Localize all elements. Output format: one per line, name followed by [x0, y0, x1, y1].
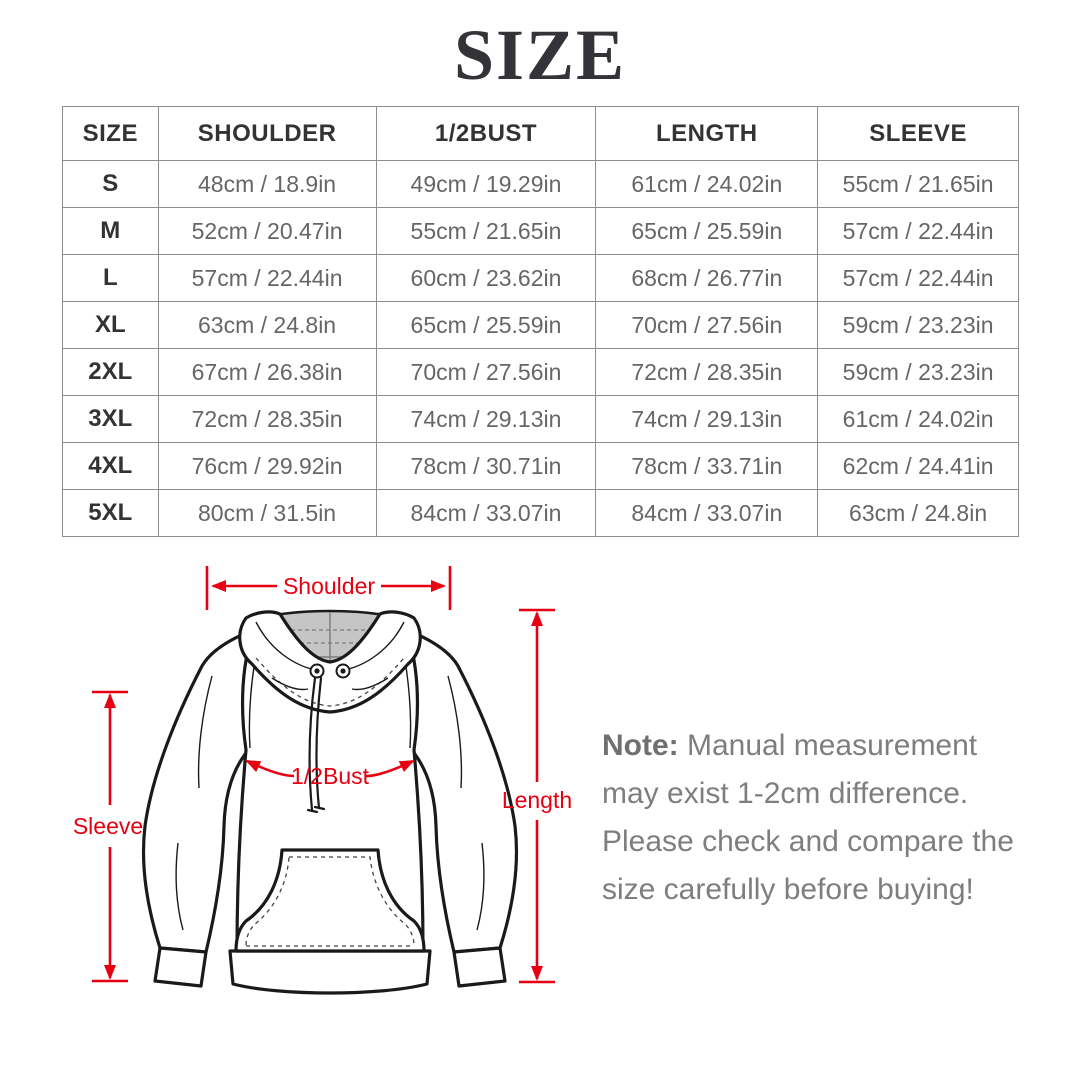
sleeve-arrow-label: Sleeve: [73, 813, 143, 839]
note-body: Manual measurement may exist 1-2cm diffe…: [602, 729, 1014, 906]
header-shoulder: SHOULDER: [157, 106, 377, 161]
cell-shoulder: 52cm / 20.47in: [157, 207, 377, 255]
cell-size: XL: [62, 301, 159, 349]
drawstring: [315, 676, 323, 810]
cell-sleeve: 55cm / 21.65in: [817, 160, 1019, 208]
left-cuff: [153, 946, 208, 988]
cell-length: 74cm / 29.13in: [595, 395, 819, 443]
cell-shoulder: 63cm / 24.8in: [157, 301, 377, 349]
header-size: SIZE: [62, 106, 159, 161]
cell-sleeve: 61cm / 24.02in: [817, 395, 1019, 443]
cell-length: 61cm / 24.02in: [595, 160, 819, 208]
cell-size: L: [62, 254, 159, 302]
table-row: 3XL 72cm / 28.35in 74cm / 29.13in 74cm /…: [62, 395, 1019, 443]
table-row: S 48cm / 18.9in 49cm / 19.29in 61cm / 24…: [62, 160, 1019, 208]
table-row: M 52cm / 20.47in 55cm / 21.65in 65cm / 2…: [62, 207, 1019, 255]
shoulder-arrow-label: Shoulder: [283, 573, 375, 599]
collar-drape-line: [271, 677, 309, 691]
cell-size: S: [62, 160, 159, 208]
left-sleeve-crease: [175, 842, 184, 931]
cell-bust: 84cm / 33.07in: [375, 489, 597, 537]
sleeve-arrow: [92, 690, 128, 983]
size-table: SIZE SHOULDER 1/2BUST LENGTH SLEEVE S 48…: [62, 106, 1019, 537]
collar-drape-line: [351, 677, 389, 691]
cell-bust: 70cm / 27.56in: [375, 348, 597, 396]
cell-sleeve: 59cm / 23.23in: [817, 348, 1019, 396]
cell-bust: 55cm / 21.65in: [375, 207, 597, 255]
collar-fold-line: [343, 621, 405, 671]
cell-size: 2XL: [62, 348, 159, 396]
grommet: [314, 668, 320, 674]
table-row: L 57cm / 22.44in 60cm / 23.62in 68cm / 2…: [62, 254, 1019, 302]
right-sleeve-crease: [476, 842, 485, 931]
length-arrow-label: Length: [502, 787, 572, 813]
cell-length: 78cm / 33.71in: [595, 442, 819, 490]
cell-sleeve: 63cm / 24.8in: [817, 489, 1019, 537]
cell-length: 68cm / 26.77in: [595, 254, 819, 302]
cell-shoulder: 80cm / 31.5in: [157, 489, 377, 537]
cell-bust: 78cm / 30.71in: [375, 442, 597, 490]
header-bust: 1/2BUST: [375, 106, 597, 161]
cell-bust: 65cm / 25.59in: [375, 301, 597, 349]
table-row: 4XL 76cm / 29.92in 78cm / 30.71in 78cm /…: [62, 442, 1019, 490]
cell-length: 72cm / 28.35in: [595, 348, 819, 396]
cell-shoulder: 76cm / 29.92in: [157, 442, 377, 490]
hoodie-measurement-diagram: Shoulder Sleeve Length 1/2Bust: [60, 558, 580, 1020]
cell-sleeve: 57cm / 22.44in: [817, 254, 1019, 302]
kangaroo-pocket: [234, 848, 426, 953]
grommet: [340, 668, 346, 674]
cell-size: M: [62, 207, 159, 255]
header-length: LENGTH: [595, 106, 819, 161]
cell-bust: 74cm / 29.13in: [375, 395, 597, 443]
cell-shoulder: 57cm / 22.44in: [157, 254, 377, 302]
hem-band: [228, 949, 432, 995]
right-sleeve-crease: [447, 675, 463, 789]
cell-length: 84cm / 33.07in: [595, 489, 819, 537]
table-header-row: SIZE SHOULDER 1/2BUST LENGTH SLEEVE: [62, 106, 1019, 161]
cell-bust: 60cm / 23.62in: [375, 254, 597, 302]
header-sleeve: SLEEVE: [817, 106, 1019, 161]
cell-size: 5XL: [62, 489, 159, 537]
cell-shoulder: 72cm / 28.35in: [157, 395, 377, 443]
right-cuff: [452, 946, 507, 988]
cell-sleeve: 59cm / 23.23in: [817, 301, 1019, 349]
cell-size: 3XL: [62, 395, 159, 443]
cell-sleeve: 62cm / 24.41in: [817, 442, 1019, 490]
drawstring-tip: [306, 808, 319, 814]
table-row: 5XL 80cm / 31.5in 84cm / 33.07in 84cm / …: [62, 489, 1019, 537]
cell-length: 70cm / 27.56in: [595, 301, 819, 349]
cell-bust: 49cm / 19.29in: [375, 160, 597, 208]
shoulder-arrow: [205, 566, 452, 610]
length-arrow: [519, 608, 555, 984]
cell-size: 4XL: [62, 442, 159, 490]
drawstring-tip: [313, 805, 326, 811]
cell-sleeve: 57cm / 22.44in: [817, 207, 1019, 255]
drawstring: [308, 676, 317, 812]
table-row: XL 63cm / 24.8in 65cm / 25.59in 70cm / 2…: [62, 301, 1019, 349]
cell-length: 65cm / 25.59in: [595, 207, 819, 255]
left-sleeve-crease: [197, 675, 213, 789]
bust-arrow-label: 1/2Bust: [291, 763, 370, 789]
bust-arrow: [245, 759, 415, 778]
note-text: Note: Manual measurement may exist 1-2cm…: [602, 722, 1026, 914]
table-row: 2XL 67cm / 26.38in 70cm / 27.56in 72cm /…: [62, 348, 1019, 396]
cell-shoulder: 48cm / 18.9in: [157, 160, 377, 208]
note-label: Note:: [602, 729, 679, 762]
hoodie-drawing: Shoulder Sleeve Length 1/2Bust: [73, 566, 572, 995]
page-title: SIZE: [453, 15, 627, 95]
collar-fold-line: [255, 621, 317, 671]
cell-shoulder: 67cm / 26.38in: [157, 348, 377, 396]
